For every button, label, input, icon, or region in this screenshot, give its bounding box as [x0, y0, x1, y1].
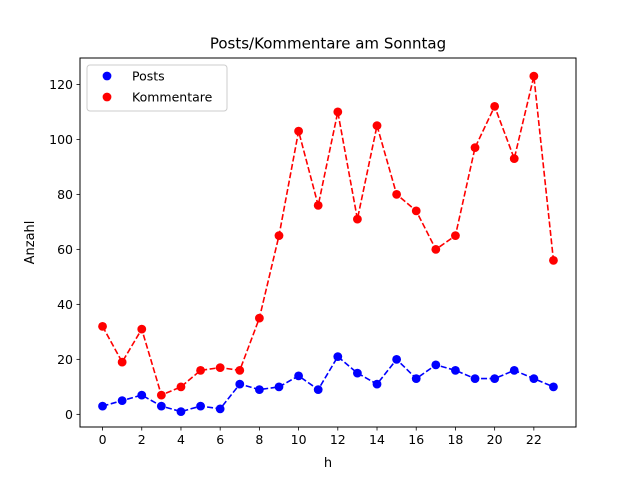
legend-label-posts: Posts	[132, 69, 165, 84]
data-point-posts	[470, 374, 480, 384]
data-point-posts	[137, 390, 147, 400]
data-point-posts	[294, 371, 303, 381]
data-point-posts	[431, 360, 441, 370]
data-point-posts	[196, 401, 205, 411]
y-tick-label: 80	[57, 187, 73, 202]
data-point-kommentare	[490, 101, 500, 111]
plot-area: 0 2 4 6 8 10 12 14 16 18 20 22 0 20 40 60 80 100 120	[49, 57, 577, 447]
legend-marker-posts	[102, 71, 112, 81]
data-point-kommentare	[451, 231, 460, 241]
x-tick-label: 18	[447, 432, 463, 447]
data-point-posts	[549, 382, 558, 392]
data-point-kommentare	[235, 365, 245, 375]
data-point-posts	[254, 385, 264, 395]
data-point-posts	[392, 354, 402, 364]
plot-frame	[79, 57, 577, 428]
y-axis: 0 20 40 60 80 100 120	[49, 77, 80, 422]
data-point-posts	[156, 401, 166, 411]
data-point-kommentare	[137, 324, 147, 334]
data-point-kommentare	[411, 206, 421, 216]
chart-title: Posts/Kommentare am Sonntag	[210, 35, 446, 53]
x-tick-label: 22	[526, 432, 542, 447]
y-tick-label: 40	[57, 297, 73, 312]
data-point-kommentare	[313, 200, 323, 210]
x-tick-label: 10	[291, 432, 307, 447]
data-point-kommentare	[274, 231, 284, 241]
data-point-kommentare	[156, 390, 166, 400]
data-point-posts	[274, 382, 284, 392]
y-axis-label: Anzahl	[23, 221, 38, 265]
data-point-posts	[117, 396, 127, 406]
data-point-kommentare	[470, 143, 480, 153]
series-layer	[98, 71, 558, 417]
data-point-kommentare	[117, 357, 127, 367]
data-point-kommentare	[549, 255, 558, 265]
y-tick-label: 100	[49, 132, 73, 147]
data-point-posts	[353, 368, 362, 378]
x-axis-label: h	[324, 456, 332, 471]
y-tick-label: 20	[57, 352, 73, 367]
data-point-kommentare	[176, 382, 186, 392]
data-point-kommentare	[509, 154, 519, 164]
x-tick-label: 12	[330, 432, 346, 447]
x-tick-label: 0	[99, 432, 107, 447]
data-point-posts	[490, 374, 500, 384]
y-tick-label: 0	[65, 407, 73, 422]
data-point-posts	[411, 374, 421, 384]
data-point-posts	[529, 374, 539, 384]
x-tick-label: 2	[138, 432, 146, 447]
data-point-kommentare	[254, 313, 264, 323]
data-point-kommentare	[392, 189, 402, 199]
x-axis: 0 2 4 6 8 10 12 14 16 18 20 22	[99, 427, 542, 447]
legend: Posts Kommentare	[86, 64, 228, 112]
data-point-kommentare	[98, 321, 107, 331]
data-point-kommentare	[431, 244, 441, 254]
data-point-posts	[333, 352, 343, 362]
data-point-posts	[313, 385, 323, 395]
data-point-kommentare	[333, 107, 343, 117]
data-point-kommentare	[196, 365, 205, 375]
data-point-kommentare	[529, 71, 539, 81]
data-point-kommentare	[294, 126, 303, 136]
legend-marker-kommentare	[102, 92, 112, 102]
data-point-kommentare	[215, 363, 225, 373]
data-point-posts	[451, 365, 460, 375]
legend-box	[86, 64, 228, 112]
data-point-posts	[509, 365, 519, 375]
x-tick-label: 4	[177, 432, 185, 447]
y-tick-label: 60	[57, 242, 73, 257]
x-tick-label: 14	[369, 432, 385, 447]
data-point-posts	[372, 379, 382, 389]
data-point-posts	[235, 379, 245, 389]
x-tick-label: 20	[487, 432, 503, 447]
y-tick-label: 120	[49, 77, 73, 92]
data-point-posts	[176, 407, 186, 417]
legend-label-kommentare: Kommentare	[132, 90, 213, 105]
plot-background	[80, 58, 576, 427]
data-point-posts	[215, 404, 225, 414]
x-tick-label: 8	[255, 432, 263, 447]
x-tick-label: 16	[408, 432, 424, 447]
x-tick-label: 6	[216, 432, 224, 447]
data-point-kommentare	[372, 121, 382, 131]
data-point-posts	[98, 401, 107, 411]
data-point-kommentare	[353, 214, 362, 224]
